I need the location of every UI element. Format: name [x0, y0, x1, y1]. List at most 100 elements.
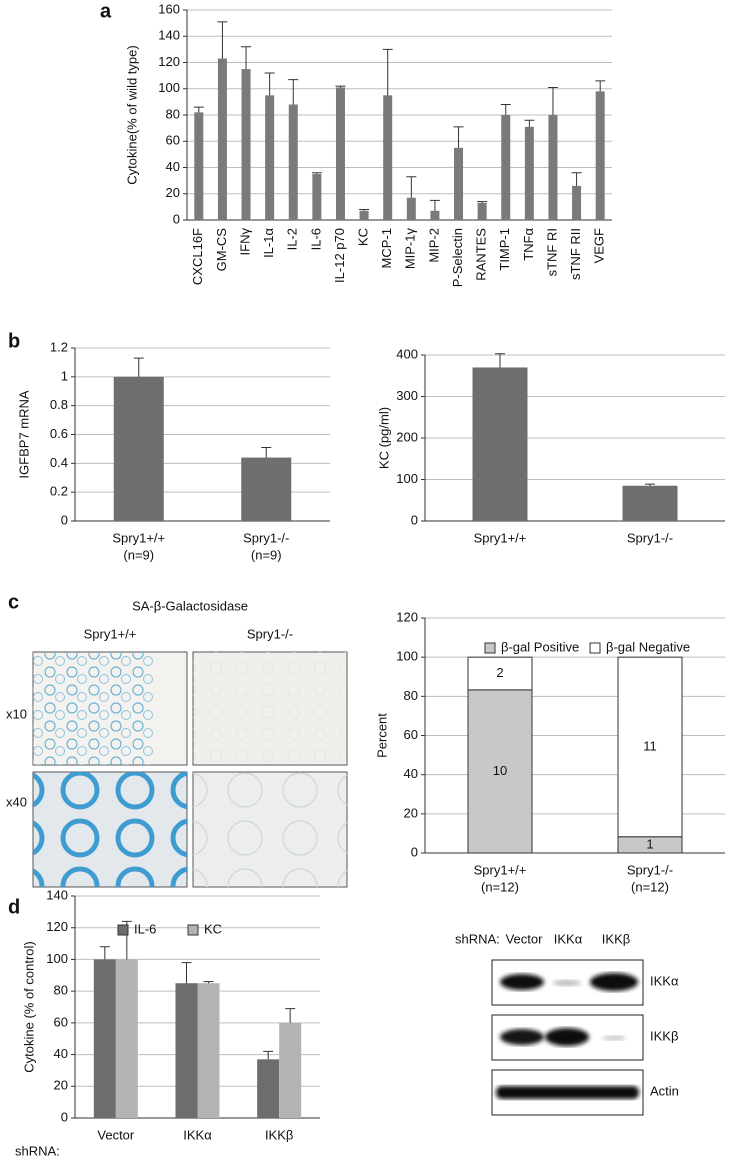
- error-bar: [264, 72, 275, 96]
- bar: [524, 126, 534, 220]
- y-tick-label: 40: [54, 1046, 68, 1061]
- y-tick-label: 0: [411, 512, 418, 527]
- sample-size: (n=12): [631, 879, 669, 894]
- bar-segment: [617, 656, 683, 838]
- panel-label: a: [100, 0, 112, 22]
- bar: [279, 1022, 302, 1118]
- bar: [430, 210, 440, 220]
- bar: [595, 91, 605, 220]
- blot-row-label: IKKα: [650, 973, 679, 988]
- error-bar: [571, 172, 582, 186]
- bar: [472, 367, 528, 521]
- y-tick-label: 40: [166, 159, 180, 174]
- x-tick-label: Spry1+/+: [474, 530, 527, 545]
- x-tick-label: Spry1-/-: [627, 530, 673, 545]
- y-tick-label: 140: [46, 887, 68, 902]
- y-tick-label: 20: [54, 1078, 68, 1093]
- panel-label: d: [8, 896, 20, 918]
- x-tick-label: TIMP-1: [497, 228, 512, 271]
- sample-size: (n=9): [251, 547, 282, 562]
- y-tick-label: 100: [396, 649, 418, 664]
- blot-label: shRNA:: [455, 931, 500, 946]
- bar: [572, 185, 582, 220]
- micrograph-texture: [193, 652, 347, 765]
- error-bar: [285, 1008, 296, 1023]
- y-tick-label: 0: [411, 844, 418, 859]
- error-bar: [645, 483, 655, 486]
- y-tick-label: 0.6: [50, 426, 68, 441]
- error-bar: [500, 104, 511, 115]
- row-label: x40: [6, 794, 27, 809]
- error-bar: [241, 46, 252, 70]
- y-tick-label: 80: [54, 983, 68, 998]
- y-tick-label: 100: [396, 471, 418, 486]
- y-tick-label: 120: [46, 919, 68, 934]
- y-tick-label: 20: [166, 185, 180, 200]
- bar-segment: [467, 689, 533, 854]
- bar: [197, 983, 220, 1118]
- x-tick-label: IL-12 p70: [332, 228, 347, 283]
- bar: [335, 87, 345, 220]
- y-tick-label: 0: [61, 1109, 68, 1124]
- row-label: x10: [6, 706, 27, 721]
- legend-swatch: [117, 924, 129, 936]
- segment-count: 11: [643, 738, 657, 753]
- x-tick-label: Spry1+/+: [474, 862, 527, 877]
- x-tick-label: IKKα: [183, 1127, 212, 1142]
- y-axis-label: Cytokine (% of control): [21, 941, 36, 1073]
- bar-segment: [467, 656, 533, 691]
- x-tick-label: Spry1-/-: [627, 862, 673, 877]
- column-label: Spry1-/-: [247, 626, 293, 641]
- x-tick-label: MCP-1: [379, 228, 394, 268]
- y-tick-label: 120: [396, 609, 418, 624]
- error-bar: [524, 119, 535, 127]
- x-tick-label: TNFα: [521, 228, 536, 261]
- x-tick-label: IKKβ: [265, 1127, 293, 1142]
- legend-label: IL-6: [134, 921, 156, 936]
- x-tick-label: IL-1α: [261, 228, 276, 258]
- y-tick-label: 0.4: [50, 455, 68, 470]
- y-tick-label: 0.8: [50, 397, 68, 412]
- y-tick-label: 300: [396, 388, 418, 403]
- error-bar: [311, 172, 322, 175]
- error-bar: [359, 209, 370, 211]
- error-bar: [495, 353, 505, 368]
- error-bar: [453, 126, 464, 148]
- y-tick-label: 140: [158, 28, 180, 43]
- y-tick-label: 120: [158, 54, 180, 69]
- error-bar: [406, 176, 417, 198]
- bar: [454, 147, 464, 220]
- bar: [257, 1059, 280, 1118]
- bar: [194, 112, 204, 220]
- bar: [115, 959, 138, 1118]
- bar: [175, 983, 198, 1118]
- x-tick-label: Spry1-/-: [243, 530, 289, 545]
- staining-title: SA-β-Galactosidase: [132, 598, 248, 613]
- bar: [501, 115, 511, 220]
- y-tick-label: 200: [396, 429, 418, 444]
- legend-swatch: [484, 642, 496, 654]
- y-tick-label: 0: [173, 211, 180, 226]
- y-tick-label: 100: [158, 80, 180, 95]
- error-bar: [335, 85, 346, 88]
- sample-size: (n=12): [481, 879, 519, 894]
- x-tick-label: KC: [356, 228, 371, 246]
- y-axis-label: IGFBP7 mRNA: [16, 390, 31, 478]
- x-tick-label: Spry1+/+: [112, 530, 165, 545]
- micrograph-texture: [193, 772, 347, 887]
- error-bar: [547, 86, 558, 115]
- bar: [241, 457, 292, 521]
- y-axis-label: Percent: [374, 713, 389, 758]
- y-axis-label: Cytokine(% of wild type): [124, 45, 139, 184]
- error-bar: [133, 357, 144, 377]
- y-tick-label: 60: [166, 133, 180, 148]
- legend-label: β-gal Negative: [606, 639, 690, 654]
- error-bar: [181, 962, 192, 984]
- y-axis-label: KC (pg/ml): [376, 407, 391, 469]
- y-tick-label: 400: [396, 346, 418, 361]
- x-axis-label: shRNA:: [15, 1143, 60, 1158]
- error-bar: [429, 199, 440, 211]
- sample-size: (n=9): [123, 547, 154, 562]
- y-tick-label: 60: [404, 727, 418, 742]
